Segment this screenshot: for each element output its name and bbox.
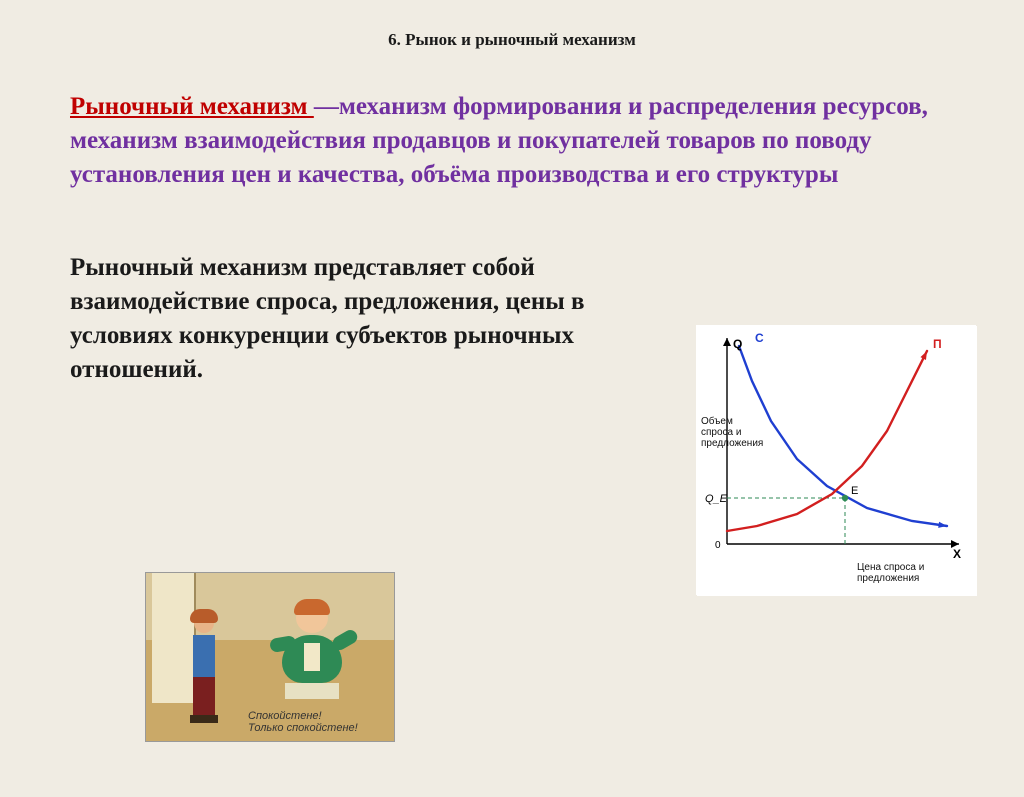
supply-demand-chart: Q X 0 Q_E E С П Объем спроса и предложения Цен… bbox=[696, 325, 976, 595]
definition-term: Рыночный механизм bbox=[70, 93, 314, 120]
chart-svg: Q X 0 Q_E E С П bbox=[697, 326, 977, 596]
svg-text:П: П bbox=[933, 337, 942, 351]
cartoon-boy bbox=[190, 613, 220, 723]
definition-paragraph: Рыночный механизм —механизм формирования… bbox=[70, 90, 964, 191]
cartoon-caption-line2: Только спокойстене! bbox=[248, 722, 358, 734]
svg-text:С: С bbox=[755, 331, 764, 345]
cartoon-caption-line1: Спокойстене! bbox=[248, 710, 322, 722]
svg-text:0: 0 bbox=[715, 540, 721, 551]
svg-text:X: X bbox=[953, 547, 961, 561]
cartoon-caption: Спокойстене! Только спокойстене! bbox=[248, 710, 358, 735]
explanation-paragraph: Рыночный механизм представляет собой вза… bbox=[70, 251, 610, 386]
slide-title: 6. Рынок и рыночный механизм bbox=[0, 30, 1024, 50]
svg-text:Q_E: Q_E bbox=[705, 493, 728, 505]
cartoon-illustration: Спокойстене! Только спокойстене! bbox=[145, 572, 395, 742]
y-axis-text: Объем спроса и предложения bbox=[701, 416, 755, 449]
svg-text:Q: Q bbox=[733, 337, 742, 351]
x-axis-text: Цена спроса и предложения bbox=[857, 562, 937, 584]
svg-text:E: E bbox=[851, 485, 858, 497]
cartoon-karlson bbox=[276, 603, 356, 703]
